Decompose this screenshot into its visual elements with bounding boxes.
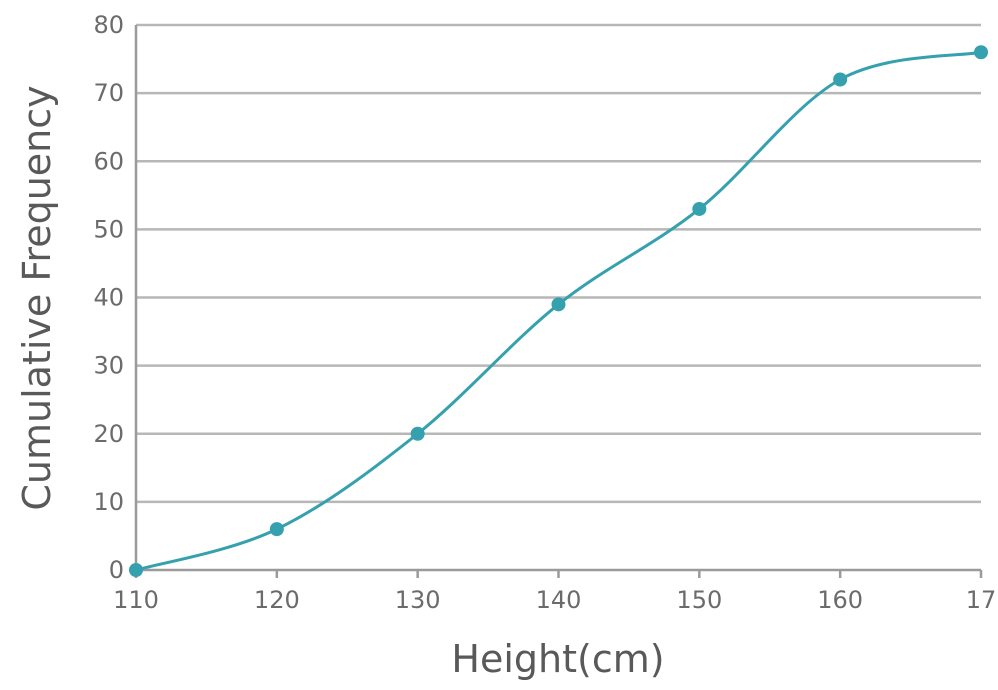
y-tick-label: 40 — [93, 284, 124, 312]
y-tick-label: 70 — [93, 79, 124, 107]
data-point — [410, 426, 425, 441]
x-tick-label: 130 — [395, 586, 441, 614]
data-point — [269, 522, 284, 537]
x-tick-label: 120 — [254, 586, 300, 614]
y-axis-title: Cumulative Frequency — [15, 85, 59, 510]
y-tick-label: 80 — [93, 11, 124, 39]
tick-labels: 0 10 20 30 40 50 60 70 80 110 120 130 140 150 160 17 — [93, 11, 996, 614]
x-tick-label: 17 — [966, 586, 997, 614]
gridlines — [136, 23, 981, 504]
x-tick-label: 160 — [817, 586, 863, 614]
x-axis-title: Height(cm) — [451, 637, 664, 681]
y-tick-label: 50 — [93, 215, 124, 243]
y-tick-label: 30 — [93, 352, 124, 380]
data-point — [129, 563, 143, 577]
data-point — [974, 45, 988, 60]
x-tick-label: 140 — [536, 586, 582, 614]
x-tick-label: 150 — [676, 586, 722, 614]
data-point — [833, 72, 848, 87]
y-tick-label: 10 — [93, 488, 124, 516]
data-point — [551, 297, 566, 312]
data-point — [692, 201, 707, 216]
x-tick-label: 110 — [113, 586, 159, 614]
axes — [134, 25, 983, 578]
series — [129, 45, 988, 577]
y-tick-label: 0 — [109, 556, 124, 584]
y-tick-label: 60 — [93, 147, 124, 175]
y-tick-label: 20 — [93, 420, 124, 448]
